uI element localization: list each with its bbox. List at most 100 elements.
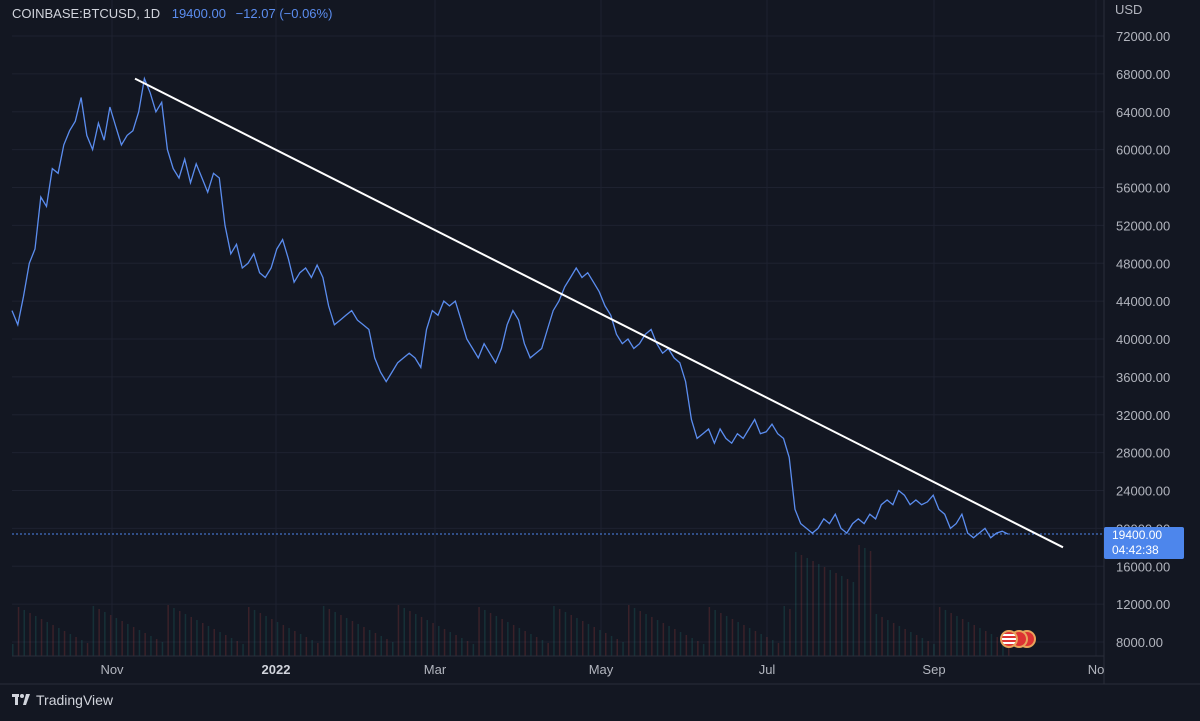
volume-bar	[466, 641, 469, 656]
volume-bar	[1002, 640, 1004, 656]
volume-bar	[484, 610, 486, 656]
volume-bar	[933, 644, 935, 656]
volume-bar	[593, 627, 595, 656]
y-tick-label: 64000.00	[1116, 105, 1170, 120]
volume-bar	[213, 629, 215, 656]
volume-bar	[282, 625, 285, 656]
volume-bar	[155, 639, 158, 656]
volume-bar	[40, 619, 43, 656]
volume-bar	[927, 641, 929, 656]
current-price-value: 19400.00	[1112, 528, 1163, 542]
volume-bar	[587, 624, 590, 656]
volume-bar	[489, 613, 492, 656]
volume-bar	[265, 616, 267, 656]
volume-bar	[420, 617, 423, 656]
volume-bar	[317, 643, 319, 656]
volume-bar	[697, 641, 699, 656]
volume-bar	[985, 631, 987, 656]
symbol-label[interactable]: COINBASE:BTCUSD, 1D	[12, 6, 161, 21]
volume-bar	[973, 625, 975, 656]
volume-bar	[392, 642, 394, 656]
x-tick-label: 2022	[262, 662, 291, 677]
volume-bar	[743, 625, 745, 656]
volume-bar	[69, 634, 72, 656]
volume-bar	[98, 609, 100, 656]
volume-bar	[674, 629, 676, 656]
us-flag-icon[interactable]	[1000, 630, 1018, 648]
volume-bar	[800, 555, 803, 656]
volume-bar	[605, 633, 607, 656]
volume-bar	[737, 622, 739, 656]
volume-bar	[628, 605, 630, 656]
volume-bar	[524, 631, 526, 656]
economic-events[interactable]	[1000, 630, 1040, 650]
tradingview-logo[interactable]: TradingView	[12, 692, 113, 708]
volume-bar	[259, 613, 262, 656]
volume-bar	[841, 576, 843, 656]
x-tick-label: No	[1088, 662, 1105, 677]
volume-bar	[645, 614, 647, 656]
y-tick-label: 16000.00	[1116, 559, 1170, 574]
volume-bar	[530, 634, 532, 656]
volume-bar	[783, 606, 785, 656]
volume-bar	[812, 561, 814, 656]
volume-bar	[887, 620, 889, 656]
volume-bar	[230, 638, 233, 656]
volume-bar	[662, 623, 665, 656]
y-axis: USD 72000.00 68000.00 64000.00 60000.00 56000…	[1103, 0, 1170, 684]
volume-bar	[656, 620, 659, 656]
series-line-btcusd	[11, 76, 1009, 539]
price-change: −12.07 (−0.06%)	[235, 6, 333, 21]
volume-bar	[990, 634, 993, 656]
volume-bar	[409, 611, 411, 656]
volume-bar	[754, 631, 757, 656]
volume-bar	[921, 638, 924, 656]
volume-bar	[17, 607, 20, 656]
x-axis: Nov 2022 Mar May Jul Sep No	[0, 655, 1200, 685]
volume-bar	[167, 605, 169, 656]
volume-bar	[29, 613, 31, 656]
volume-bar	[789, 609, 791, 656]
volume-bar	[127, 624, 129, 656]
volume-bar	[501, 619, 503, 656]
grid	[12, 0, 1104, 656]
volume-bar	[81, 640, 83, 656]
volume-bar	[328, 609, 331, 656]
volume-bar	[915, 635, 918, 656]
volume-bar	[225, 635, 227, 656]
volume-bar	[46, 622, 48, 656]
volume-bar	[731, 619, 734, 656]
volume-bar	[748, 628, 751, 656]
volume-bar	[846, 579, 849, 656]
volume-bar	[455, 635, 457, 656]
countdown-timer: 04:42:38	[1112, 543, 1159, 557]
y-tick-label: 24000.00	[1116, 484, 1170, 499]
volume-bar	[374, 633, 377, 656]
volume-bar	[691, 638, 693, 656]
volume-bar	[207, 626, 210, 656]
volume-bar	[322, 606, 325, 656]
volume-bar	[305, 637, 308, 656]
volume-bar	[219, 632, 221, 656]
volume-bar	[725, 616, 728, 656]
volume-bar	[651, 617, 653, 656]
tradingview-icon	[12, 694, 30, 705]
volume-bar	[967, 622, 970, 656]
volume-bar	[950, 613, 952, 656]
volume-bar	[115, 618, 118, 656]
volume-bar	[633, 608, 636, 656]
volume-bar	[190, 617, 192, 656]
x-tick-label: Mar	[424, 662, 447, 677]
volume-bar	[144, 633, 146, 656]
volume-bar	[979, 628, 981, 656]
volume-bar	[449, 632, 451, 656]
volume-bar	[340, 615, 342, 656]
y-tick-label: 32000.00	[1116, 408, 1170, 423]
volume-bar	[92, 606, 95, 656]
y-tick-label: 12000.00	[1116, 597, 1170, 612]
volume-bar	[386, 639, 388, 656]
volume-bar	[702, 644, 705, 656]
volume-bar	[507, 622, 509, 656]
volume-bars	[12, 545, 1010, 656]
